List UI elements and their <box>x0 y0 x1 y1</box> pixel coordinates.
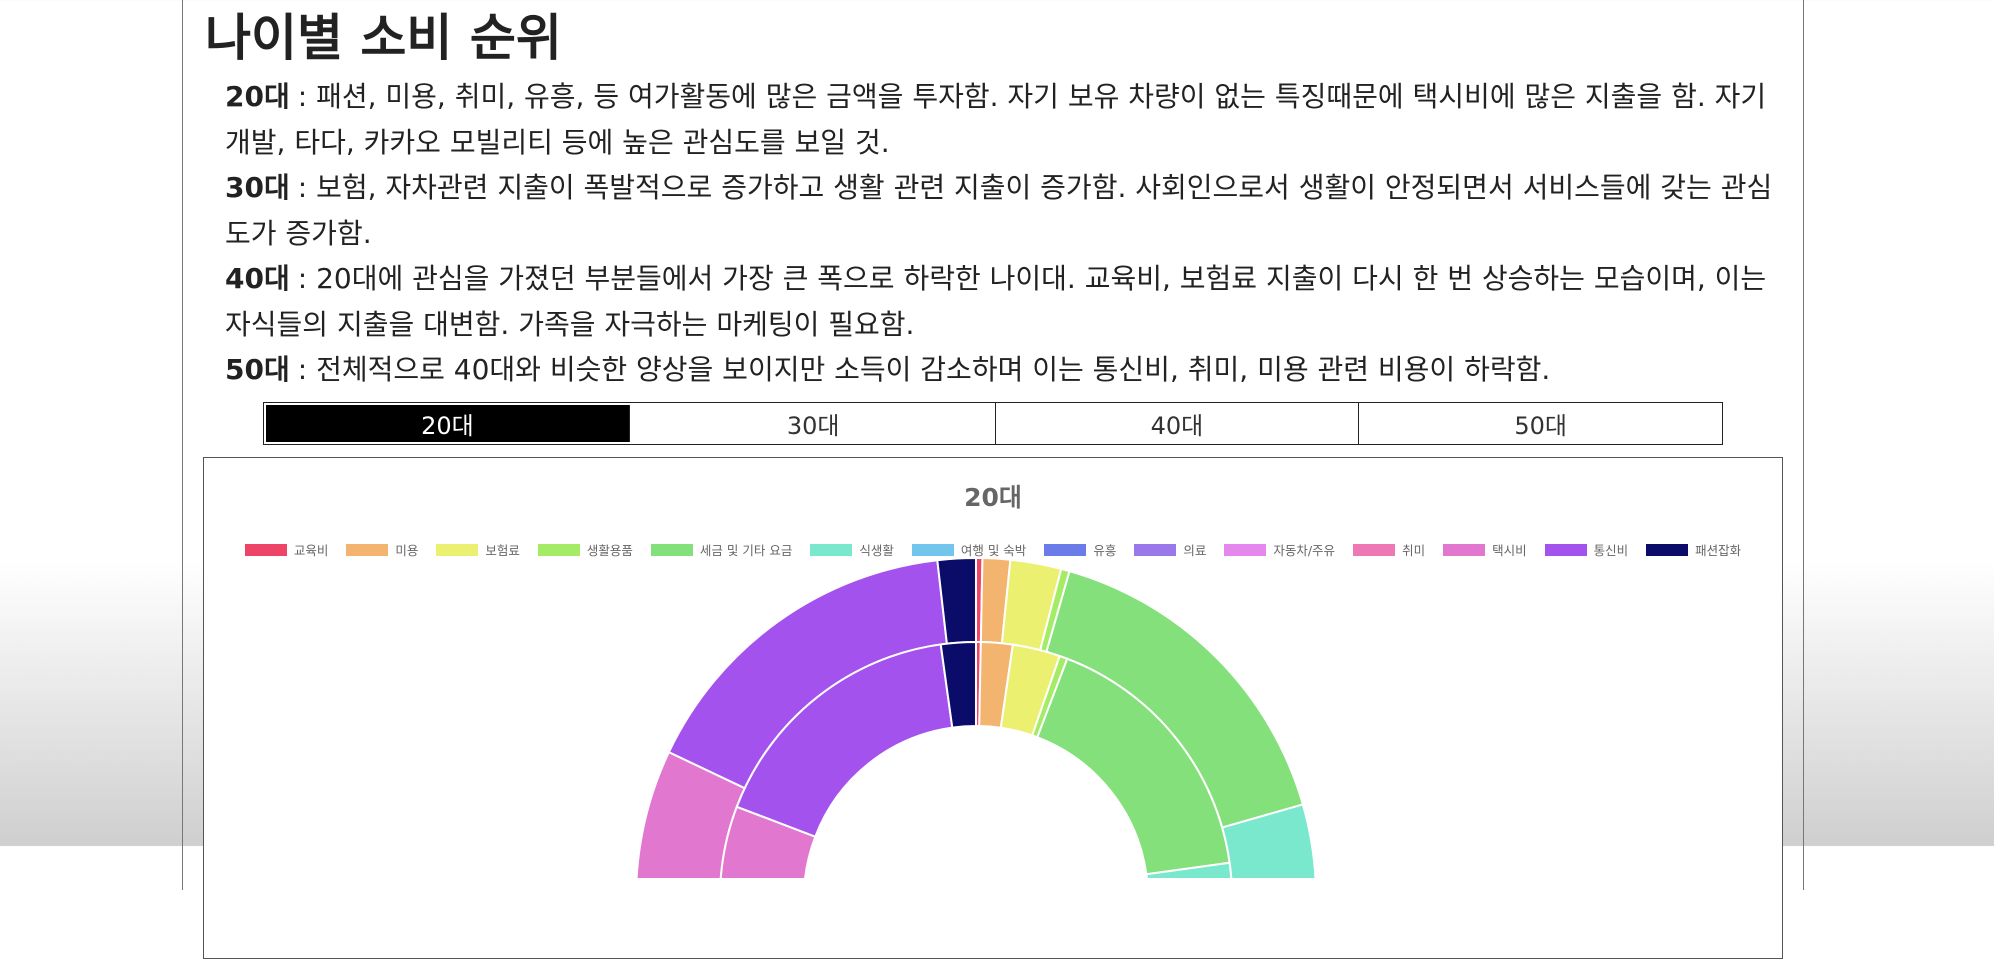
legend-label: 유흥 <box>1093 543 1117 558</box>
legend-item[interactable]: 의료 <box>1134 540 1206 559</box>
tab[interactable]: 20대 <box>266 405 630 442</box>
legend-item[interactable]: 교육비 <box>244 540 329 559</box>
legend-item[interactable]: 생활용품 <box>537 540 633 559</box>
legend-item[interactable]: 취미 <box>1353 540 1425 559</box>
legend-swatch <box>1224 543 1267 556</box>
paragraph-label: 30대 <box>225 171 290 204</box>
page-title: 나이별 소비 순위 <box>205 9 562 67</box>
tab[interactable]: 50대 <box>1359 403 1722 444</box>
paragraph-label: 40대 <box>225 262 290 295</box>
paragraph-text: : 보험, 자차관련 지출이 폭발적으로 증가하고 생활 관련 지출이 증가함.… <box>225 171 1773 250</box>
paragraph: 20대: 패션, 미용, 취미, 유흥, 등 여가활동에 많은 금액을 투자함.… <box>225 74 1785 165</box>
legend-item[interactable]: 패션잡화 <box>1646 540 1741 559</box>
tab[interactable]: 40대 <box>995 403 1360 444</box>
paragraph-text: : 20대에 관심을 가졌던 부분들에서 가장 큰 폭으로 하락한 나이대. 교… <box>225 262 1767 341</box>
content: 나이별 소비 순위 20대: 패션, 미용, 취미, 유흥, 등 여가활동에 많… <box>182 0 1804 959</box>
legend-swatch <box>810 543 853 556</box>
tab-bar: 20대 30대 40대 50대 <box>263 402 1723 445</box>
legend-label: 여행 및 숙박 <box>960 543 1027 558</box>
legend-swatch <box>1544 543 1587 556</box>
paragraph: 40대: 20대에 관심을 가졌던 부분들에서 가장 큰 폭으로 하락한 나이대… <box>225 256 1785 347</box>
legend-swatch <box>537 543 580 556</box>
legend-item[interactable]: 세금 및 기타 요금 <box>650 540 793 559</box>
paragraph: 50대: 전체적으로 40대와 비슷한 양상을 보이지만 소득이 감소하며 이는… <box>225 347 1785 393</box>
legend-label: 생활용품 <box>586 543 633 558</box>
legend-swatch <box>1353 543 1396 556</box>
legend-swatch <box>1044 543 1087 556</box>
legend-swatch <box>244 543 287 556</box>
chart-title: 20대 <box>964 483 1022 512</box>
legend-swatch <box>436 543 479 556</box>
paragraph-label: 20대 <box>225 80 290 113</box>
legend-label: 자동차/주유 <box>1273 543 1336 558</box>
legend-label: 미용 <box>395 543 419 558</box>
legend-label: 통신비 <box>1593 543 1629 558</box>
legend-swatch <box>1443 543 1486 556</box>
slice <box>939 640 977 729</box>
legend-swatch <box>1134 543 1177 556</box>
paragraph: 30대: 보험, 자차관련 지출이 폭발적으로 증가하고 생활 관련 지출이 증… <box>225 165 1785 256</box>
legend-swatch <box>346 543 389 556</box>
legend-label: 택시비 <box>1492 543 1527 558</box>
paragraphs: 20대: 패션, 미용, 취미, 유흥, 등 여가활동에 많은 금액을 투자함.… <box>225 74 1785 393</box>
legend-swatch <box>911 543 954 556</box>
legend-item[interactable]: 여행 및 숙박 <box>911 540 1027 559</box>
paragraph-label: 50대 <box>225 353 290 386</box>
doughnut-chart <box>635 556 1317 878</box>
legend-item[interactable]: 자동차/주유 <box>1224 540 1335 559</box>
legend-item[interactable]: 미용 <box>346 540 418 559</box>
legend: 교육비 미용 보험료 생활용품 세금 및 기타 요금 식생활 여행 및 숙박 유흥 의료 자동차/… <box>204 540 1782 559</box>
chart: 20대 교육비 미용 보험료 생활용품 세금 및 기타 요금 식생활 여행 및 숙박 유흥 의료… <box>203 457 1783 959</box>
paragraph-text: : 패션, 미용, 취미, 유흥, 등 여가활동에 많은 금액을 투자함. 자기… <box>225 80 1767 159</box>
tab[interactable]: 30대 <box>631 403 996 444</box>
legend-swatch <box>1646 543 1689 556</box>
legend-item[interactable]: 보험료 <box>436 540 520 559</box>
legend-label: 의료 <box>1183 543 1207 558</box>
legend-label: 패션잡화 <box>1695 543 1742 558</box>
legend-label: 교육비 <box>293 543 329 558</box>
paragraph-text: : 전체적으로 40대와 비슷한 양상을 보이지만 소득이 감소하며 이는 통신… <box>297 353 1551 386</box>
legend-label: 식생활 <box>859 543 894 558</box>
legend-label: 취미 <box>1402 543 1426 558</box>
legend-label: 세금 및 기타 요금 <box>699 543 793 558</box>
legend-label: 보험료 <box>485 543 520 558</box>
legend-item[interactable]: 통신비 <box>1544 540 1629 559</box>
legend-item[interactable]: 택시비 <box>1443 540 1527 559</box>
legend-item[interactable]: 식생활 <box>810 540 894 559</box>
legend-swatch <box>650 543 693 556</box>
legend-item[interactable]: 유흥 <box>1044 540 1116 559</box>
